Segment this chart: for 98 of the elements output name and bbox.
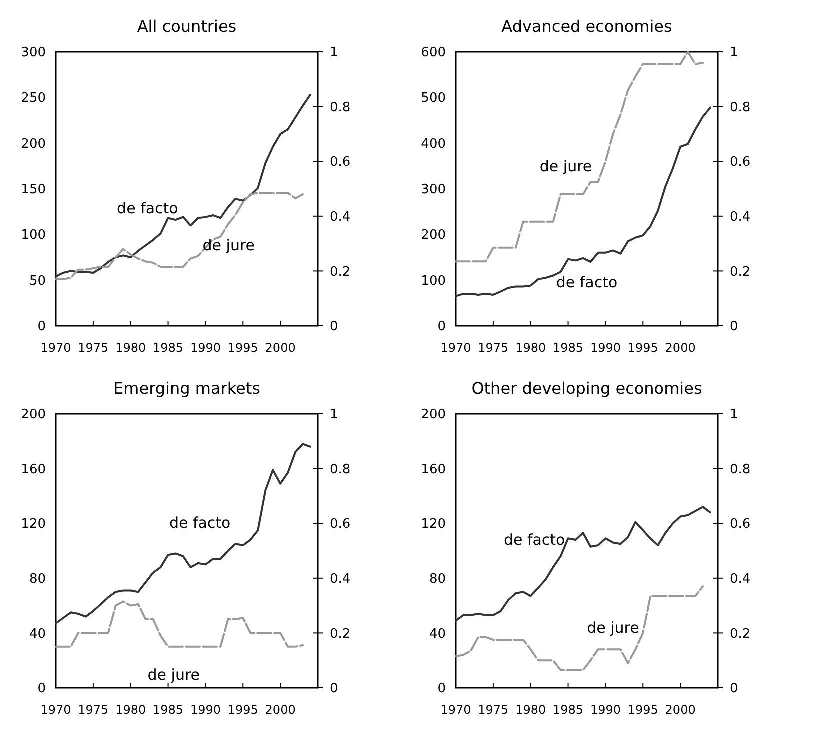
y-tick-label: 0 — [438, 320, 446, 335]
y-tick-label: 150 — [21, 182, 46, 198]
y2-tick-label: 0.6 — [330, 517, 351, 532]
x-tick-label: 1990 — [590, 341, 621, 355]
y2-tick-label: 0.6 — [330, 155, 351, 170]
y-tick-label: 120 — [21, 517, 46, 532]
x-tick-label: 1995 — [228, 341, 258, 355]
x-tick-label: 1980 — [516, 703, 546, 717]
y-tick-label: 80 — [429, 572, 446, 587]
y2-tick-label: 0 — [730, 320, 738, 335]
y-tick-label: 40 — [429, 626, 446, 642]
y2-tick-label: 0.2 — [730, 626, 751, 642]
y-tick-label: 40 — [29, 626, 46, 642]
y-tick-label: 200 — [21, 136, 46, 152]
x-tick-label: 2000 — [265, 703, 296, 717]
y-tick-label: 100 — [421, 274, 446, 289]
y2-tick-label: 0.8 — [330, 462, 351, 478]
y-tick-label: 160 — [21, 462, 46, 478]
x-tick-label: 1985 — [553, 703, 584, 717]
line-series — [455, 106, 712, 298]
y2-tick-label: 0.2 — [330, 626, 351, 642]
y2-tick-label: 0.4 — [730, 572, 751, 587]
line-series — [455, 586, 704, 672]
y2-tick-label: 0.8 — [330, 100, 351, 116]
y-tick-label: 0 — [38, 320, 46, 335]
series-label: de jure — [148, 666, 200, 684]
y2-tick-label: 0.2 — [730, 264, 751, 280]
x-tick-label: 1985 — [553, 341, 584, 355]
x-tick-label: 2000 — [265, 341, 296, 355]
x-tick-label: 1970 — [440, 341, 472, 355]
x-tick-label: 1995 — [228, 703, 258, 717]
line-series — [455, 51, 704, 263]
y2-tick-label: 0 — [330, 682, 338, 697]
chart-title: All countries — [137, 17, 237, 36]
y2-tick-label: 1 — [330, 46, 338, 61]
y2-tick-label: 1 — [730, 408, 738, 423]
series-label: de facto — [169, 514, 231, 532]
series-label: de jure — [587, 618, 640, 637]
y2-tick-label: 0.2 — [330, 264, 351, 280]
series-label: de jure — [540, 158, 592, 176]
x-tick-label: 1975 — [78, 341, 109, 355]
y2-tick-label: 0 — [330, 320, 338, 335]
line-series — [55, 443, 312, 625]
y2-tick-label: 0.4 — [730, 210, 751, 225]
y-tick-label: 250 — [21, 91, 46, 106]
x-tick-label: 2000 — [665, 341, 696, 355]
y-tick-label: 100 — [21, 228, 46, 244]
y-tick-label: 300 — [21, 46, 46, 61]
line-series — [55, 192, 304, 280]
y2-tick-label: 0.8 — [730, 100, 751, 116]
x-tick-label: 1990 — [590, 703, 621, 717]
x-tick-label: 1975 — [478, 703, 509, 717]
series-label: de facto — [556, 273, 618, 292]
y2-tick-label: 0.4 — [330, 572, 351, 587]
chart-title: Advanced economies — [502, 17, 672, 36]
y-tick-label: 50 — [29, 274, 46, 289]
x-tick-label: 2000 — [665, 703, 696, 717]
y2-tick-label: 0.8 — [730, 462, 751, 478]
chart-title: Other developing economies — [472, 379, 702, 398]
x-tick-label: 1975 — [78, 703, 109, 717]
y-tick-label: 200 — [21, 408, 46, 423]
series-label: de jure — [202, 236, 256, 254]
x-tick-label: 1990 — [190, 703, 221, 717]
y-tick-label: 300 — [421, 182, 446, 198]
y2-tick-label: 0 — [730, 682, 738, 697]
x-tick-label: 1970 — [440, 703, 472, 717]
x-tick-label: 1980 — [116, 703, 146, 717]
y-tick-label: 0 — [438, 682, 446, 697]
chart-title: Emerging markets — [114, 379, 260, 398]
series-label: de facto — [504, 531, 566, 550]
y2-tick-label: 0.6 — [730, 517, 751, 532]
x-tick-label: 1975 — [478, 341, 509, 355]
y-tick-label: 80 — [29, 572, 46, 587]
y-tick-label: 400 — [421, 136, 446, 152]
x-tick-label: 1985 — [153, 703, 184, 717]
x-tick-label: 1995 — [628, 703, 658, 717]
y-tick-label: 120 — [421, 517, 446, 532]
line-series — [455, 506, 712, 622]
x-tick-label: 1990 — [190, 341, 221, 355]
y2-tick-label: 1 — [730, 46, 738, 61]
series-label: de facto — [117, 199, 178, 218]
y-tick-label: 500 — [421, 91, 446, 106]
x-tick-label: 1995 — [628, 341, 658, 355]
x-tick-label: 1980 — [516, 341, 546, 355]
x-tick-label: 1980 — [116, 341, 146, 355]
y-tick-label: 0 — [38, 682, 46, 697]
y-tick-label: 200 — [421, 408, 446, 423]
x-tick-label: 1985 — [153, 341, 184, 355]
x-tick-label: 1970 — [40, 703, 72, 717]
y-tick-label: 200 — [421, 228, 446, 244]
y2-tick-label: 0.6 — [730, 155, 751, 170]
line-series — [55, 94, 312, 278]
y2-tick-label: 1 — [330, 408, 338, 423]
y-tick-label: 160 — [421, 462, 446, 478]
y-tick-label: 600 — [421, 46, 446, 61]
x-tick-label: 1970 — [40, 341, 72, 355]
y2-tick-label: 0.4 — [330, 210, 351, 225]
line-series — [55, 600, 304, 648]
